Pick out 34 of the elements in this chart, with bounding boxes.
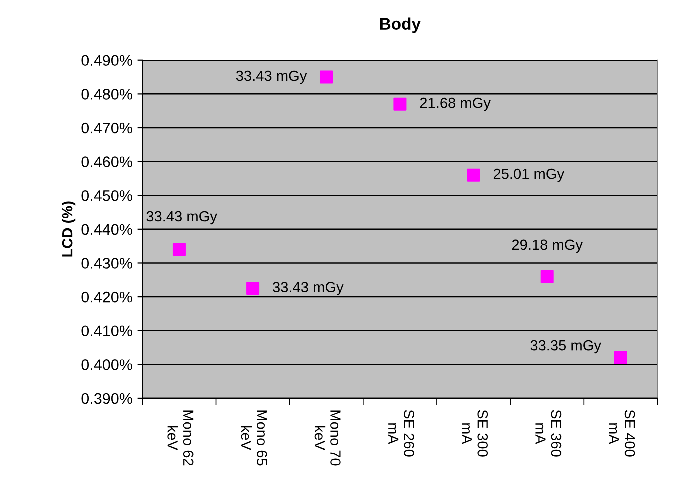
annotation: 33.43 mGy <box>273 282 344 296</box>
y-tick-label: 0.430% <box>82 258 132 269</box>
y-tick-label: 0.440% <box>82 224 132 236</box>
y-tick-label: 0.390% <box>82 393 132 404</box>
x-tick-label: SE 300 mA <box>462 410 488 457</box>
x-tick-label: Mono 65 keV <box>241 410 268 466</box>
annotation: 33.43 mGy <box>146 211 218 225</box>
y-tick-label: 0.480% <box>82 89 132 100</box>
annotation: 33.43 mGy <box>236 70 308 84</box>
x-tick-label: Mono 70 keV <box>314 410 341 466</box>
y-tick-label: 0.490% <box>82 55 132 66</box>
y-tick-label: 0.400% <box>82 360 132 370</box>
y-tick-label: 0.410% <box>82 326 132 337</box>
y-tick-label: 0.460% <box>82 156 132 168</box>
annotation: 21.68 mGy <box>420 98 491 112</box>
point <box>320 70 334 84</box>
chart-title: Body <box>380 18 421 34</box>
annotation: 25.01 mGy <box>494 168 565 182</box>
point <box>394 98 407 111</box>
y-axis-title: LCD (%) <box>62 202 76 257</box>
annotation: 29.18 mGy <box>512 240 583 253</box>
point <box>467 168 480 182</box>
x-tick-label: SE 360 mA <box>536 410 562 457</box>
x-tick-label: Mono 62 keV <box>168 410 194 466</box>
point <box>246 282 260 296</box>
x-tick-label: SE 400 mA <box>609 410 636 457</box>
y-tick-label: 0.450% <box>82 190 132 202</box>
point <box>172 243 186 256</box>
y-tick-label: 0.470% <box>82 122 132 134</box>
y-tick-label: 0.420% <box>82 292 132 303</box>
point <box>614 351 628 364</box>
point <box>540 270 554 284</box>
annotation: 33.35 mGy <box>530 340 602 354</box>
x-tick-label: SE 260 mA <box>388 410 414 457</box>
